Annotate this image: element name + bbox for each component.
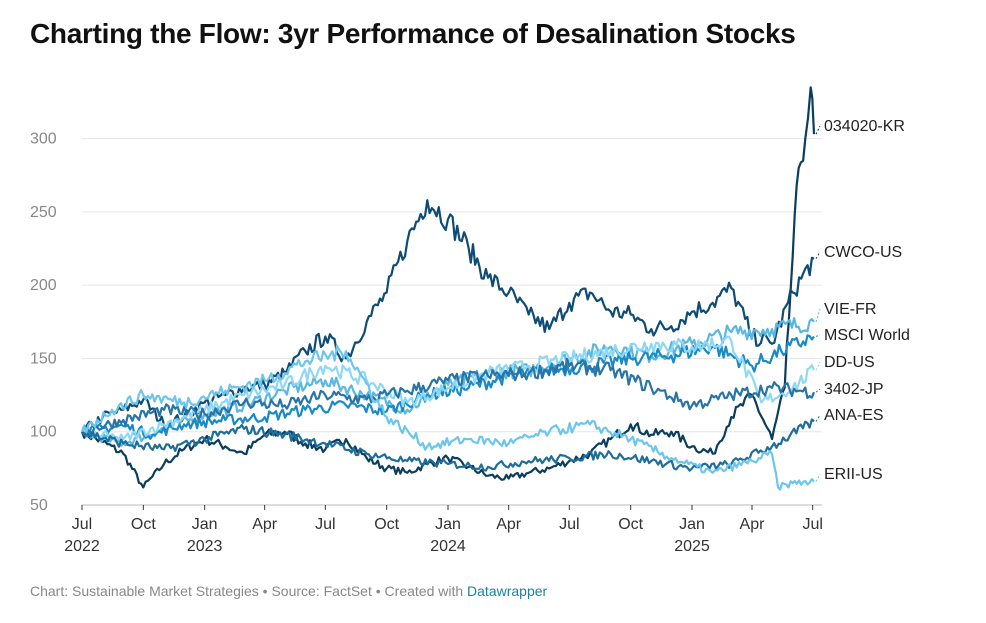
series-line-vie-fr	[81, 317, 815, 447]
x-tick-label: Jul	[802, 516, 822, 533]
series-label: ERII-US	[824, 466, 883, 483]
x-tick-label: Oct	[618, 516, 643, 533]
chart-title: Charting the Flow: 3yr Performance of De…	[30, 18, 796, 49]
x-tick-label: Jul	[315, 516, 335, 533]
x-tick-label: Jul	[72, 516, 92, 533]
x-tick-year-label: 2025	[674, 538, 710, 555]
x-tick-label: Jan	[192, 516, 218, 533]
series-line-erii-us	[80, 344, 815, 491]
series-line-3402-jp	[81, 357, 816, 436]
series-label: VIE-FR	[824, 301, 876, 318]
x-tick-label: Jan	[435, 516, 461, 533]
series-label-connector	[815, 473, 821, 482]
series-label: MSCI World	[824, 327, 910, 344]
y-axis-ticks: 50 100 150 200 250 300	[30, 131, 57, 514]
chart-footer: Chart: Sustainable Market Strategies • S…	[30, 583, 547, 599]
x-axis-ticks: Jul 2022 Oct Jan 2023 Apr Jul Oct Jan 2024 Apr Jul O…	[64, 505, 823, 555]
source-text: Source: FactSet	[271, 583, 372, 599]
x-tick-year-label: 2023	[187, 538, 223, 555]
series-line-dd-us	[81, 335, 816, 442]
created-with-text: Created with	[384, 583, 464, 599]
series-labels: 034020-KR CWCO-US VIE-FR MSCI World DD-US 340…	[815, 118, 910, 483]
y-tick-label: 300	[30, 131, 57, 148]
x-tick-label: Oct	[374, 516, 399, 533]
footer-separator: •	[375, 583, 381, 599]
y-tick-label: 150	[30, 350, 57, 367]
series-lines	[80, 86, 816, 491]
y-tick-label: 250	[30, 204, 57, 221]
x-tick-year-label: 2022	[64, 538, 100, 555]
series-label-connector	[815, 125, 821, 135]
series-label: CWCO-US	[824, 244, 902, 261]
series-line-cwco-us	[81, 199, 815, 433]
series-label-connector	[815, 414, 821, 422]
series-label: DD-US	[824, 354, 875, 371]
y-tick-label: 50	[30, 497, 48, 514]
x-tick-label: Oct	[131, 516, 156, 533]
gridlines	[82, 138, 822, 506]
x-tick-label: Jan	[679, 516, 705, 533]
series-label: 3402-JP	[824, 381, 884, 398]
x-tick-label: Apr	[496, 516, 522, 533]
series-label-connector	[815, 334, 821, 337]
series-line-ana-es	[81, 418, 815, 472]
footer-separator: •	[262, 583, 268, 599]
series-label-connector	[815, 308, 821, 322]
series-label: ANA-ES	[824, 407, 884, 424]
y-tick-label: 200	[30, 277, 57, 294]
series-label-connector	[815, 388, 821, 393]
x-tick-label: Apr	[252, 516, 278, 533]
x-tick-year-label: 2024	[430, 538, 466, 555]
series-label-connector	[815, 361, 821, 371]
series-label: 034020-KR	[824, 118, 905, 135]
x-tick-label: Apr	[740, 516, 766, 533]
series-label-connector	[815, 251, 821, 260]
y-tick-label: 100	[30, 424, 57, 441]
datawrapper-link[interactable]: Datawrapper	[467, 583, 548, 599]
chart-credit: Chart: Sustainable Market Strategies	[30, 583, 259, 599]
x-tick-label: Jul	[559, 516, 579, 533]
